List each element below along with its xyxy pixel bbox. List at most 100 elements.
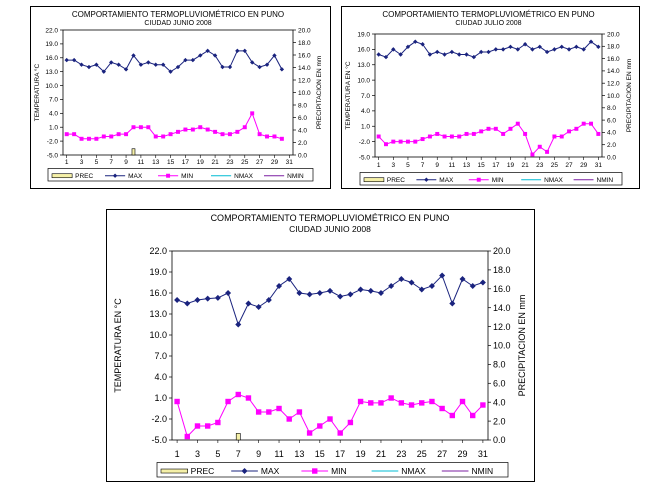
x-tick-label: 27 xyxy=(437,449,447,459)
min-point xyxy=(317,423,323,429)
max-point xyxy=(276,283,283,289)
x-tick-label: 15 xyxy=(315,449,325,459)
max-point xyxy=(109,60,114,65)
max-point xyxy=(184,300,191,307)
x-tick-label: 1 xyxy=(175,449,180,459)
min-point xyxy=(194,423,201,429)
min-point xyxy=(235,129,240,134)
min-point xyxy=(183,127,188,132)
y2-tick-label: 12.0 xyxy=(493,322,511,332)
max-point xyxy=(530,47,535,52)
series-line-min xyxy=(176,393,484,438)
y-tick-label: -2.0 xyxy=(359,139,371,146)
min-point xyxy=(131,125,136,130)
max-point xyxy=(449,300,456,307)
y2-tick-label: 4.0 xyxy=(607,130,616,137)
x-tick-label: 23 xyxy=(536,162,544,169)
max-point xyxy=(190,57,196,63)
max-point xyxy=(479,279,486,286)
legend-box xyxy=(359,172,623,186)
y2-tick-label: 6.0 xyxy=(607,117,616,124)
max-point xyxy=(566,47,572,52)
min-point xyxy=(449,412,456,419)
x-tick-label: 5 xyxy=(406,162,410,169)
y-tick-label: -5.0 xyxy=(47,152,59,159)
max-point xyxy=(471,54,477,60)
legend-label-prec: PREC xyxy=(191,466,215,476)
max-point xyxy=(296,290,303,296)
max-point xyxy=(486,49,491,55)
min-point xyxy=(204,423,211,429)
x-tick-label: 17 xyxy=(182,159,190,166)
legend-marker-min xyxy=(166,173,171,178)
y2-tick-label: 0.0 xyxy=(607,154,616,161)
y-tick-label: 22.0 xyxy=(45,27,58,34)
y2-tick-label: 8.0 xyxy=(298,102,307,109)
max-point xyxy=(71,57,77,63)
y2-tick-label: 18.0 xyxy=(607,44,620,51)
min-point xyxy=(589,121,593,126)
max-point xyxy=(522,42,528,47)
max-point xyxy=(225,290,232,296)
legend-label-prec: PREC xyxy=(75,173,93,180)
min-point xyxy=(567,129,572,134)
min-point xyxy=(486,126,491,131)
max-point xyxy=(420,42,425,47)
min-point xyxy=(116,132,121,137)
x-tick-label: 9 xyxy=(435,162,439,169)
chart-title: COMPORTAMIENTO TERMOPLUVIOMÉTRICO EN PUN… xyxy=(211,213,450,223)
max-point xyxy=(245,300,252,307)
y-tick-label: 7.0 xyxy=(154,351,167,361)
min-point xyxy=(384,142,388,147)
min-point xyxy=(94,136,99,141)
min-point xyxy=(266,409,272,415)
max-point xyxy=(123,67,129,72)
x-tick-label: 25 xyxy=(417,449,427,459)
max-point xyxy=(413,39,418,44)
min-point xyxy=(327,416,333,422)
min-point xyxy=(109,134,114,139)
legend-marker-min xyxy=(312,468,318,474)
chart-panel-3: COMPORTAMIENTO TERMOPLUVIOMÉTRICO EN PUN… xyxy=(106,209,535,482)
max-point xyxy=(235,321,242,328)
x-tick-label: 17 xyxy=(492,162,500,169)
min-point xyxy=(464,131,469,136)
min-point xyxy=(190,127,195,132)
y-tick-label: 13.0 xyxy=(45,69,58,76)
legend-marker-max xyxy=(112,173,118,178)
min-point xyxy=(398,400,405,406)
min-point xyxy=(515,121,520,126)
min-point xyxy=(286,416,292,422)
y2-tick-label: 4.0 xyxy=(298,127,307,134)
chart-june-large: COMPORTAMIENTO TERMOPLUVIOMÉTRICO EN PUN… xyxy=(113,213,527,478)
max-point xyxy=(588,39,594,44)
y2-tick-label: 12.0 xyxy=(607,80,620,87)
legend-label-min: MIN xyxy=(492,177,504,184)
y2-tick-label: 10.0 xyxy=(607,93,620,100)
x-tick-label: 9 xyxy=(124,159,128,166)
x-tick-label: 29 xyxy=(580,162,588,169)
max-point xyxy=(439,272,446,279)
min-point xyxy=(306,430,313,436)
y-tick-label: 10.0 xyxy=(357,77,370,84)
y2-tick-label: 6.0 xyxy=(493,378,506,388)
min-point xyxy=(530,152,535,157)
y2-tick-label: 0.0 xyxy=(298,152,307,159)
y2-tick-label: 20.0 xyxy=(607,31,620,38)
y2-tick-label: 16.0 xyxy=(493,284,511,294)
max-point xyxy=(316,290,323,296)
min-point xyxy=(225,398,231,405)
y2-tick-label: 16.0 xyxy=(607,56,620,63)
max-point xyxy=(574,44,579,50)
min-point xyxy=(86,136,91,141)
y2-tick-label: 2.0 xyxy=(298,140,307,147)
min-point xyxy=(184,433,190,440)
y2-tick-label: 14.0 xyxy=(607,68,620,75)
min-point xyxy=(429,398,435,405)
chart-subtitle: CIUDAD JUNIO 2008 xyxy=(289,224,371,234)
y-axis-label: TEMPERATURA EN °C xyxy=(344,61,352,130)
max-point xyxy=(64,57,69,63)
min-point xyxy=(168,132,173,137)
y-tick-label: 4.0 xyxy=(361,108,370,115)
x-tick-label: 13 xyxy=(294,449,304,459)
